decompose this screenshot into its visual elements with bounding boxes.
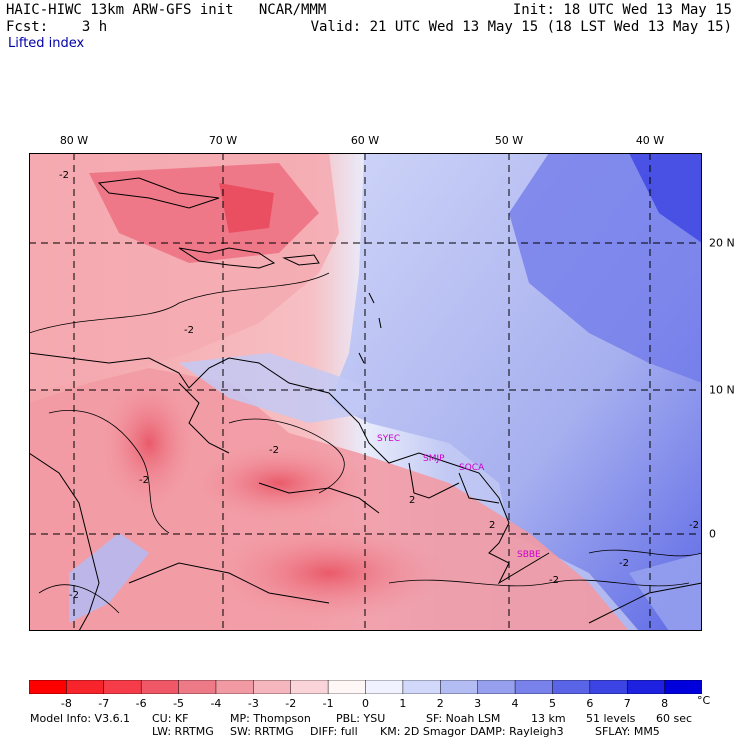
colorbar-tick-label: 2 [436, 697, 444, 710]
model-info-diff: DIFF: full [310, 725, 358, 738]
lat-label-20n: 20 N [709, 236, 735, 250]
colorbar-swatch [215, 680, 255, 694]
lat-label-0: 0 [709, 527, 716, 541]
model-info-lw: LW: RRTMG [152, 725, 214, 738]
contour-label: 2 [409, 495, 415, 506]
colorbar-tick-label: 4 [511, 697, 519, 710]
contour-label: -2 [549, 575, 559, 586]
colorbar-swatch [140, 680, 180, 694]
colorbar [29, 680, 702, 694]
colorbar-swatch [253, 680, 292, 694]
colorbar-swatch [290, 680, 329, 694]
greater-antilles-instability [89, 163, 319, 263]
lifted-index-map: -2 -2 -2 -2 2 2 -2 -2 -2 -2 SYEC SMJP SO… [29, 153, 702, 631]
lon-label-60w: 60 W [350, 134, 380, 147]
colorbar-tick-label: -8 [60, 697, 72, 710]
colorbar-tick-label: -1 [322, 697, 334, 710]
amazon-core [209, 523, 449, 623]
station-labels: SYEC SMJP SOCA SBBE [377, 434, 541, 560]
southeast-stable [629, 553, 702, 631]
contour-label: -2 [184, 325, 194, 336]
model-info-sf: SF: Noah LSM [426, 712, 501, 725]
colorbar-swatch [626, 680, 666, 694]
contour-label: -2 [619, 558, 629, 569]
colorbar-swatch [514, 680, 554, 694]
hispaniola-core [219, 183, 274, 233]
colorbar-tick-label: -7 [98, 697, 110, 710]
contour-label: -2 [139, 475, 149, 486]
colorbar-tick-label: -4 [210, 697, 222, 710]
colorbar-tick-label: -5 [173, 697, 185, 710]
colorbar-swatch [29, 680, 68, 694]
colorbar-swatch [327, 680, 367, 694]
station-soca: SOCA [459, 463, 485, 473]
model-info-version: Model Info: V3.6.1 [30, 712, 131, 725]
colorbar-swatch [178, 680, 217, 694]
colorbar-tick-label: 6 [586, 697, 594, 710]
contour-label: -2 [689, 520, 699, 531]
map-frame [29, 153, 702, 631]
contour-labels: -2 -2 -2 -2 2 2 -2 -2 -2 -2 [59, 170, 699, 601]
contour-label: 2 [489, 520, 495, 531]
station-sbbe: SBBE [517, 550, 541, 560]
colorbar-swatch [103, 680, 142, 694]
model-info-mp: MP: Thompson [230, 712, 311, 725]
station-syec: SYEC [377, 434, 400, 444]
colorbar-tick-label: 3 [474, 697, 482, 710]
andes-stable [69, 533, 149, 623]
lon-label-40w: 40 W [635, 134, 665, 147]
colorbar-tick-label: 7 [623, 697, 631, 710]
colorbar-swatch [365, 680, 404, 694]
venezuela-core [189, 443, 369, 523]
caribbean-coast-stable [179, 353, 369, 423]
lon-label-80w: 80 W [59, 134, 89, 147]
colorbar-tick-label: 5 [548, 697, 556, 710]
model-title: HAIC-HIWC 13km ARW-GFS init NCAR/MMM [6, 2, 327, 18]
colorbar-swatch [664, 680, 702, 694]
model-info-km: KM: 2D Smagor [380, 725, 466, 738]
model-info-levels: 51 levels [586, 712, 636, 725]
init-time: Init: 18 UTC Wed 13 May 15 [512, 2, 732, 18]
max-stable-core [629, 153, 702, 243]
model-info-res: 13 km [531, 712, 566, 725]
model-info-sflay: SFLAY: MM5 [595, 725, 660, 738]
contour-label: -2 [69, 590, 79, 601]
very-stable-region [509, 153, 702, 383]
colorbar-swatch [589, 680, 628, 694]
colorbar-tick-label: 8 [661, 697, 669, 710]
coastlines [29, 177, 702, 631]
forecast-hour: Fcst: 3 h [6, 19, 108, 35]
colorbar-swatch [552, 680, 591, 694]
colorbar-swatch [477, 680, 516, 694]
graticule [29, 153, 702, 631]
colorbar-tick-label: -6 [135, 697, 147, 710]
contour-label: -2 [59, 170, 69, 181]
lat-label-10n: 10 N [709, 383, 735, 397]
contour-label: -2 [269, 445, 279, 456]
model-info-damp: DAMP: Rayleigh3 [470, 725, 564, 738]
colorbar-tick-label: 0 [362, 697, 369, 710]
contours [29, 272, 702, 614]
valid-time: Valid: 21 UTC Wed 13 May 15 (18 LST Wed … [310, 19, 732, 35]
model-info-pbl: PBL: YSU [336, 712, 386, 725]
lon-label-70w: 70 W [208, 134, 238, 147]
model-info-sw: SW: RRTMG [230, 725, 294, 738]
station-smjp: SMJP [423, 454, 445, 464]
colorbar-swatch [402, 680, 442, 694]
colorbar-swatch [66, 680, 105, 694]
colombia-core [99, 373, 199, 513]
field-name: Lifted index [8, 36, 85, 51]
model-info-cu: CU: KF [152, 712, 189, 725]
colorbar-tick-label: -2 [285, 697, 297, 710]
model-info-step: 60 sec [656, 712, 693, 725]
colorbar-tick-label: 1 [399, 697, 407, 710]
colorbar-swatch [440, 680, 479, 694]
lon-label-50w: 50 W [494, 134, 524, 147]
colorbar-tick-label: -3 [247, 697, 259, 710]
colorbar-unit: °C [697, 694, 711, 707]
